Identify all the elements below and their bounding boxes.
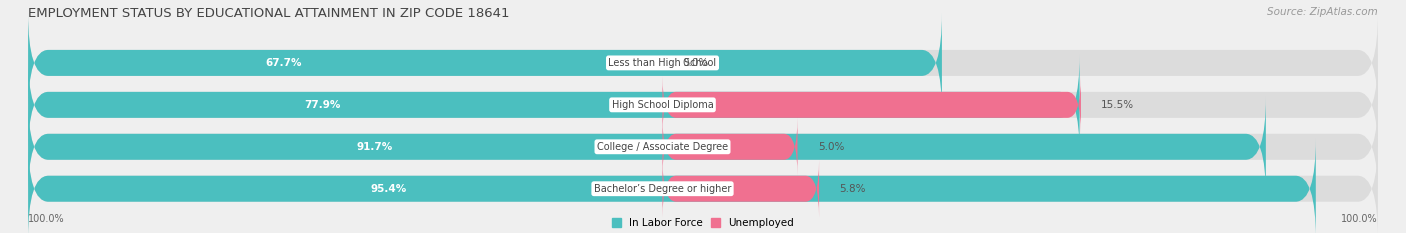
Text: 15.5%: 15.5% bbox=[1101, 100, 1135, 110]
FancyBboxPatch shape bbox=[662, 118, 797, 176]
FancyBboxPatch shape bbox=[28, 139, 1316, 233]
Text: 67.7%: 67.7% bbox=[266, 58, 302, 68]
FancyBboxPatch shape bbox=[28, 139, 1378, 233]
FancyBboxPatch shape bbox=[662, 76, 1081, 134]
Text: 5.8%: 5.8% bbox=[839, 184, 866, 194]
FancyBboxPatch shape bbox=[28, 13, 942, 113]
Text: 0.0%: 0.0% bbox=[683, 58, 709, 68]
Text: 5.0%: 5.0% bbox=[818, 142, 844, 152]
Text: College / Associate Degree: College / Associate Degree bbox=[598, 142, 728, 152]
Text: Source: ZipAtlas.com: Source: ZipAtlas.com bbox=[1267, 7, 1378, 17]
Text: 95.4%: 95.4% bbox=[371, 184, 406, 194]
Text: 91.7%: 91.7% bbox=[357, 142, 392, 152]
Text: 100.0%: 100.0% bbox=[1341, 214, 1378, 224]
Text: 77.9%: 77.9% bbox=[304, 100, 340, 110]
FancyBboxPatch shape bbox=[662, 160, 820, 218]
FancyBboxPatch shape bbox=[28, 55, 1080, 155]
FancyBboxPatch shape bbox=[28, 97, 1378, 197]
FancyBboxPatch shape bbox=[28, 55, 1378, 155]
Text: High School Diploma: High School Diploma bbox=[612, 100, 713, 110]
Text: Less than High School: Less than High School bbox=[609, 58, 717, 68]
Text: 100.0%: 100.0% bbox=[28, 214, 65, 224]
Text: Bachelor’s Degree or higher: Bachelor’s Degree or higher bbox=[593, 184, 731, 194]
FancyBboxPatch shape bbox=[28, 13, 1378, 113]
Text: EMPLOYMENT STATUS BY EDUCATIONAL ATTAINMENT IN ZIP CODE 18641: EMPLOYMENT STATUS BY EDUCATIONAL ATTAINM… bbox=[28, 7, 509, 20]
FancyBboxPatch shape bbox=[28, 97, 1265, 197]
Legend: In Labor Force, Unemployed: In Labor Force, Unemployed bbox=[613, 218, 793, 228]
